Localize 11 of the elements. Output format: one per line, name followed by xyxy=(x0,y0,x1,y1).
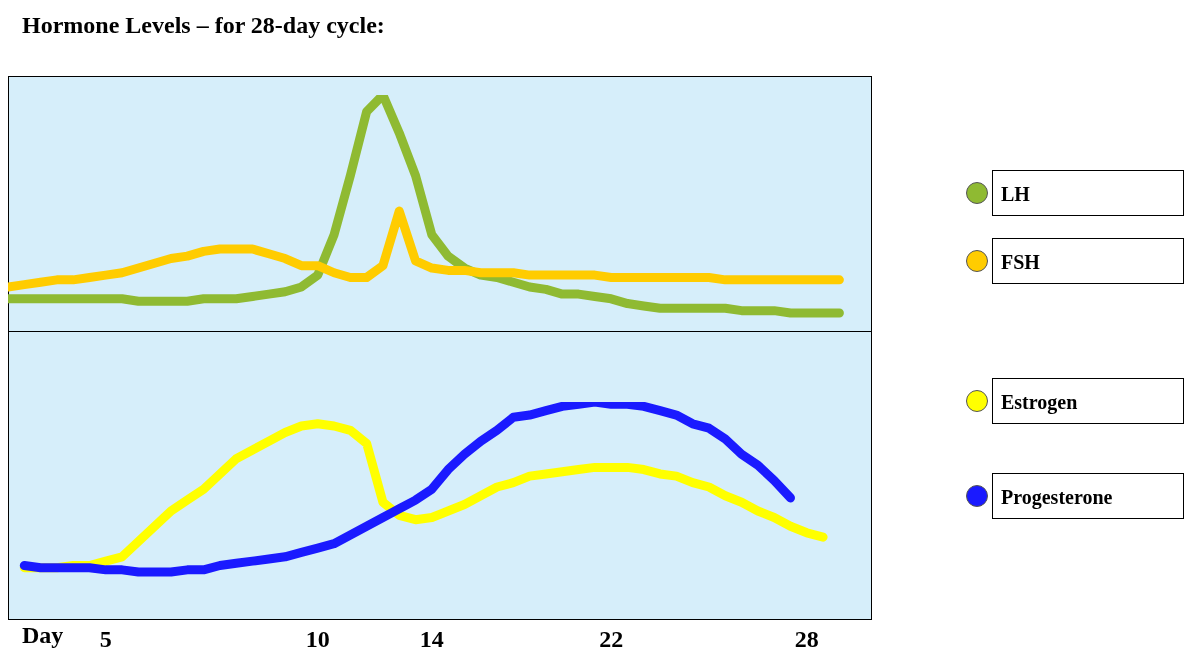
x-tick-label: 22 xyxy=(599,626,624,653)
x-tick-label: 5 xyxy=(99,626,112,653)
legend-label: Progesterone xyxy=(1001,486,1113,509)
legend-label: LH xyxy=(1001,183,1030,206)
x-tick-label: 14 xyxy=(419,626,444,653)
x-tick-label: 28 xyxy=(794,626,819,653)
x-axis-title: Day xyxy=(22,622,64,649)
legend-label: FSH xyxy=(1001,251,1040,274)
x-tick-label: 10 xyxy=(305,626,330,653)
chart-title: Hormone Levels – for 28-day cycle: xyxy=(22,12,385,39)
legend-label: Estrogen xyxy=(1001,391,1078,414)
